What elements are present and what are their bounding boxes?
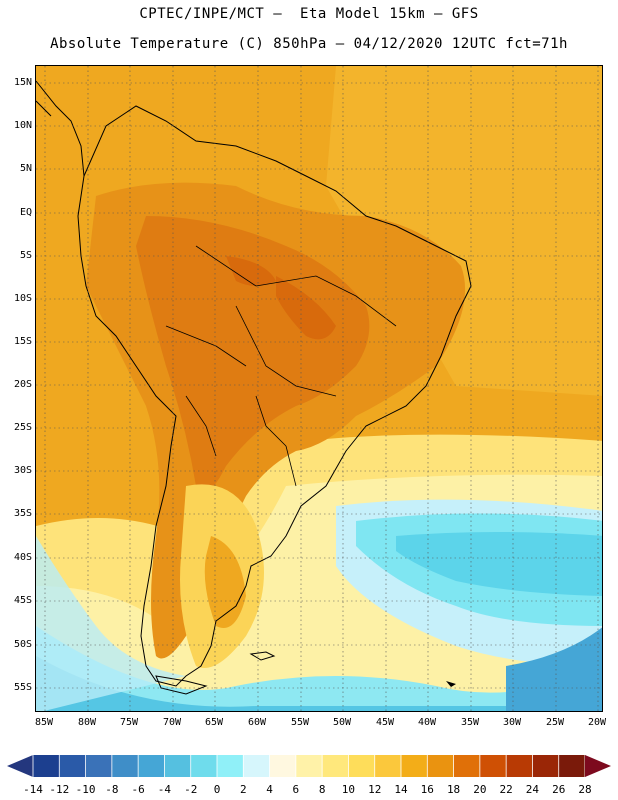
colorbar-cell	[479, 755, 507, 777]
colorbar-label: 8	[318, 783, 326, 796]
lon-label-65w: 65W	[204, 717, 224, 728]
lat-label-15s: 15S	[13, 336, 32, 347]
colorbar-cell	[558, 755, 586, 777]
lon-label-55w: 55W	[290, 717, 310, 728]
colorbar-label: -2	[184, 783, 198, 796]
lon-label-20w: 20W	[587, 717, 607, 728]
colorbar-cell	[164, 755, 192, 777]
colorbar-label: 12	[368, 783, 382, 796]
colorbar-cell	[322, 755, 349, 777]
lon-label-75w: 75W	[119, 717, 139, 728]
title-line-1: CPTEC/INPE/MCT – Eta Model 15km – GFS	[139, 6, 479, 22]
colorbar-label: 22	[499, 783, 513, 796]
colorbar-cell	[374, 755, 402, 777]
map-panel	[35, 65, 603, 712]
lon-label-35w: 35W	[460, 717, 480, 728]
lon-label-25w: 25W	[545, 717, 565, 728]
colorbar-cell	[217, 755, 244, 777]
temperature-map	[36, 66, 602, 711]
lon-label-30w: 30W	[502, 717, 522, 728]
colorbar-label: 10	[341, 783, 356, 796]
lat-label-50s: 50S	[13, 639, 32, 650]
colorbar-label: -6	[131, 783, 145, 796]
colorbar-label: -14	[23, 783, 43, 796]
colorbar-label: -8	[105, 783, 119, 796]
colorbar-label: -12	[49, 783, 70, 796]
colorbar-label: 4	[266, 783, 273, 796]
colorbar-cell	[85, 755, 113, 777]
lat-label-10n: 10N	[13, 120, 32, 131]
lat-label-35s: 35S	[13, 508, 32, 519]
title-line-2: Absolute Temperature (C) 850hPa – 04/12/…	[50, 36, 568, 52]
colorbar-label: -10	[75, 783, 96, 796]
colorbar-cell	[532, 755, 560, 777]
lat-label-5s: 5S	[19, 250, 32, 261]
lat-label-40s: 40S	[13, 552, 32, 563]
lon-label-60w: 60W	[247, 717, 267, 728]
colorbar-label: 14	[394, 783, 408, 796]
lat-label-eq: EQ	[19, 207, 32, 218]
lon-label-70w: 70W	[162, 717, 182, 728]
lon-label-80w: 80W	[77, 717, 97, 728]
lat-label-30s: 30S	[13, 465, 32, 476]
colorbar-label: 24	[525, 783, 540, 796]
colorbar-label: 28	[578, 783, 592, 796]
lat-label-10s: 10S	[13, 293, 32, 304]
lat-label-45s: 45S	[13, 595, 32, 606]
lat-label-25s: 25S	[13, 422, 32, 433]
lat-label-55s: 55S	[13, 682, 32, 693]
colorbar-cell	[138, 755, 165, 777]
colorbar-cell	[111, 755, 139, 777]
colorbar-cell	[190, 755, 218, 777]
graticule	[36, 66, 602, 711]
colorbar-label: -4	[157, 783, 172, 796]
colorbar-cell	[269, 755, 297, 777]
lat-label-20s: 20S	[13, 379, 32, 390]
lon-label-45w: 45W	[375, 717, 395, 728]
colorbar-cell	[295, 755, 323, 777]
colorbar-cell	[506, 755, 533, 777]
colorbar-label: 16	[420, 783, 434, 796]
colorbar-cell	[427, 755, 455, 777]
colorbar-cell	[453, 755, 481, 777]
colorbar-label: 2	[239, 783, 247, 796]
colorbar-high-arrow	[585, 755, 611, 777]
colorbar-label: 20	[473, 783, 487, 796]
colorbar-cell	[401, 755, 428, 777]
colorbar-label: 26	[552, 783, 566, 796]
lon-label-50w: 50W	[332, 717, 352, 728]
lon-label-85w: 85W	[34, 717, 54, 728]
colorbar-cell	[243, 755, 271, 777]
lat-label-5n: 5N	[19, 163, 32, 174]
colorbar-label: 6	[292, 783, 300, 796]
colorbar-low-arrow	[7, 755, 33, 777]
colorbar-label: 0	[213, 783, 221, 796]
colorbar-cell	[33, 755, 60, 777]
lat-label-15n: 15N	[13, 77, 32, 88]
color-scale-bar	[7, 755, 611, 777]
lon-label-40w: 40W	[417, 717, 437, 728]
colorbar-cell	[348, 755, 376, 777]
colorbar-label: 18	[446, 783, 461, 796]
colorbar-cell	[59, 755, 87, 777]
